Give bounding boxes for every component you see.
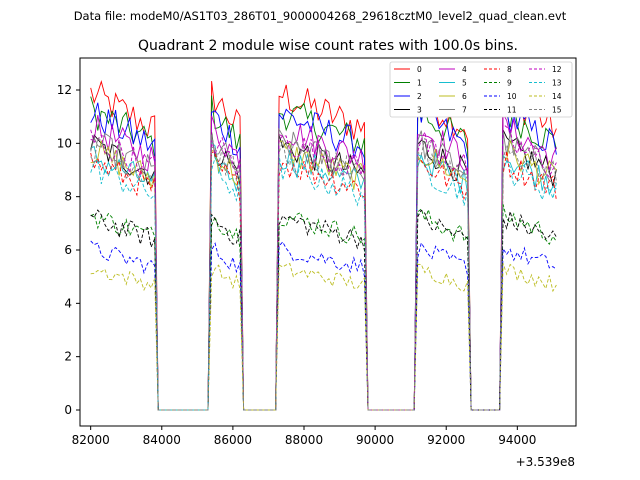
y-tick-label: 10	[57, 136, 72, 150]
legend-frame	[389, 61, 573, 118]
legend-label-0: 0	[417, 65, 422, 74]
y-tick-label: 4	[64, 296, 72, 310]
legend-label-15: 15	[552, 106, 562, 115]
plot-lines	[90, 80, 557, 411]
chart-title: Quadrant 2 module wise count rates with …	[138, 38, 518, 54]
x-tick-label: 88000	[285, 433, 323, 447]
x-tick-label: 90000	[356, 433, 394, 447]
legend-label-11: 11	[507, 106, 517, 115]
legend-label-8: 8	[507, 65, 512, 74]
legend-label-12: 12	[552, 65, 562, 74]
legend-label-3: 3	[417, 106, 422, 115]
legend-label-10: 10	[507, 92, 517, 101]
legend-label-14: 14	[552, 92, 562, 101]
y-axis: 0 2 4 6 8 10 12	[57, 83, 80, 417]
y-tick-label: 0	[64, 403, 72, 417]
legend-label-9: 9	[507, 79, 512, 88]
legend-label-2: 2	[417, 92, 422, 101]
x-tick-label: 84000	[143, 433, 181, 447]
x-tick-label: 94000	[498, 433, 536, 447]
legend-label-13: 13	[552, 79, 562, 88]
series-line-15	[90, 136, 557, 411]
y-tick-label: 2	[64, 350, 72, 364]
x-axis: 82000 84000 86000 88000 90000 92000 94000	[72, 426, 536, 447]
y-tick-label: 12	[57, 83, 72, 97]
y-tick-label: 8	[64, 190, 72, 204]
legend-label-4: 4	[462, 65, 467, 74]
legend-label-7: 7	[462, 106, 467, 115]
suptitle: Data file: modeM0/AS1T03_286T01_90000042…	[74, 9, 567, 23]
legend-label-5: 5	[462, 79, 467, 88]
plot-frame	[79, 57, 577, 427]
legend-label-6: 6	[462, 92, 467, 101]
y-tick-label: 6	[64, 243, 72, 257]
x-tick-label: 82000	[72, 433, 110, 447]
x-tick-label: 86000	[214, 433, 252, 447]
x-offset-label: +3.539e8	[516, 455, 575, 469]
legend-label-1: 1	[417, 79, 422, 88]
x-tick-label: 92000	[427, 433, 465, 447]
